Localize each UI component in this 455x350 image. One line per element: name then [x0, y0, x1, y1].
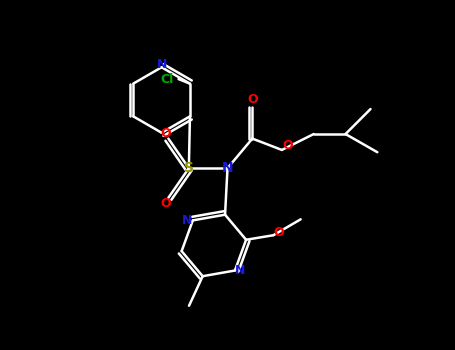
Text: O: O: [161, 127, 172, 140]
Text: O: O: [247, 93, 258, 106]
Text: N: N: [182, 214, 192, 227]
Text: O: O: [282, 139, 293, 152]
Text: N: N: [157, 58, 167, 71]
Text: S: S: [184, 161, 194, 175]
Text: O: O: [273, 226, 284, 239]
Text: Cl: Cl: [161, 72, 174, 86]
Text: O: O: [161, 197, 172, 210]
Text: N: N: [235, 264, 246, 277]
Text: N: N: [222, 161, 233, 175]
